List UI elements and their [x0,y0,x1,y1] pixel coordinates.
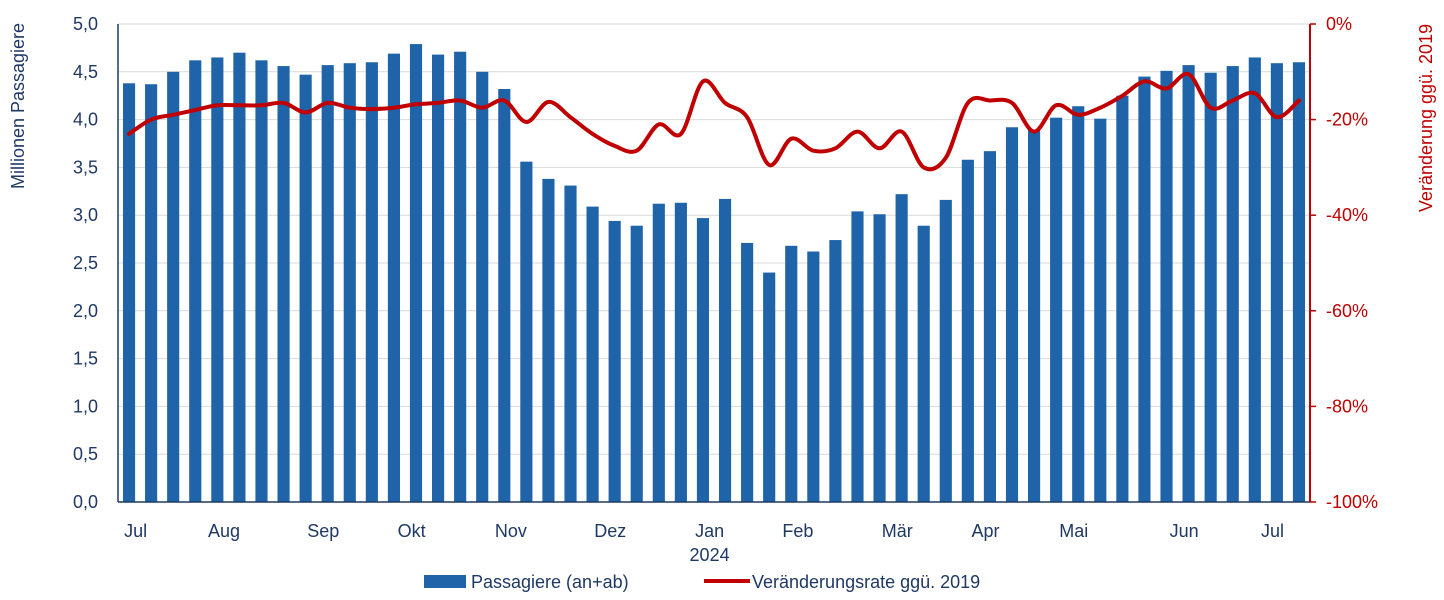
y2-tick-label: -40% [1326,205,1368,225]
bar [409,44,423,503]
bar [498,89,511,503]
bar [1292,62,1306,503]
y2-tick-label: -20% [1326,110,1368,130]
bar [211,57,224,503]
bar [1182,65,1195,502]
bar [1116,95,1129,502]
bar [652,203,665,502]
bar [763,272,776,502]
bar [630,225,643,502]
bar [564,185,577,502]
bar [741,242,754,502]
bar [122,83,136,502]
x-tick-label: Mär [882,521,913,541]
bar [520,161,533,502]
bar [167,71,180,503]
bar [961,159,974,502]
x-tick-label: Jun [1170,521,1199,541]
bar [1072,106,1085,502]
y2-tick-label: -80% [1326,396,1368,416]
x-tick-label: Mai [1059,521,1088,541]
bar [1248,57,1261,503]
x-tick-label: Jul [1261,521,1284,541]
y-tick-label: 1,5 [73,349,98,369]
bar [983,151,996,502]
y-tick-label: 4,5 [73,62,98,82]
x-tick-label: Dez [594,521,626,541]
legend: Passagiere (an+ab) Veränderungsrate ggü.… [424,572,980,592]
y-tick-label: 0,0 [73,492,98,512]
bar [895,194,908,502]
x-tick-label: Apr [972,521,1000,541]
y-tick-label: 0,5 [73,444,98,464]
bar [1270,63,1283,503]
y-tick-label: 2,0 [73,301,98,321]
x-tick-label: Feb [782,521,813,541]
bar [785,245,798,503]
y-tick-label: 4,0 [73,110,98,130]
bar [807,251,820,502]
bar [1226,66,1239,503]
bar [255,60,268,502]
x-tick-label: Aug [208,521,240,541]
bar [1050,117,1063,503]
bar [1094,118,1107,503]
bar [1138,76,1151,502]
legend-line-label: Veränderungsrate ggü. 2019 [752,572,980,592]
bar [1005,127,1019,503]
x-year-label: 2024 [690,545,730,565]
bar [873,214,886,502]
y2-tick-label: -60% [1326,301,1368,321]
x-tick-label: Okt [398,521,426,541]
bar [189,60,202,502]
axes [117,24,1311,503]
bar [696,218,710,502]
bar [343,63,356,503]
left-axis-ticks: 0,0 0,5 1,0 1,5 2,0 2,5 3,0 3,5 4,0 4,5 5,0 [73,14,98,512]
bar [674,202,687,502]
legend-bar-swatch [424,575,466,588]
y-tick-label: 3,5 [73,157,98,177]
bar [939,199,952,503]
bar [321,65,334,502]
bar [542,178,555,502]
bar [277,66,290,503]
left-axis-label: Millionen Passagiere [8,23,28,189]
bar [299,74,312,502]
bar [1160,70,1173,503]
y-tick-label: 1,0 [73,396,98,416]
bar [586,206,599,502]
change-rate-line [127,71,1301,172]
bar [145,84,158,502]
y-tick-label: 5,0 [73,14,98,34]
y2-tick-label: 0% [1326,14,1352,34]
x-tick-label: Nov [495,521,527,541]
bar [365,62,378,503]
bar [829,240,842,502]
right-axis-label: Veränderung ggü. 2019 [1416,24,1436,212]
bar [476,71,489,503]
bar [233,52,246,503]
bar [851,211,864,502]
gridlines [118,23,1310,455]
y2-tick-label: -100% [1326,492,1378,512]
legend-bar-label: Passagiere (an+ab) [471,572,629,592]
bar [718,198,732,502]
bar [608,220,621,502]
bar [917,225,930,502]
passenger-bars [122,44,1306,503]
x-axis-ticks: Jul Aug Sep Okt Nov Dez Jan Feb Mär Apr Mai Jun Jul 2… [124,521,1284,565]
x-tick-label: Sep [307,521,339,541]
x-tick-label: Jul [124,521,147,541]
right-axis-ticks: -100% -80% -60% -40% -20% 0% [1310,14,1378,512]
x-tick-label: Jan [695,521,724,541]
y-tick-label: 2,5 [73,253,98,273]
bar [1028,130,1041,502]
bar [454,51,467,502]
bar [432,54,445,502]
bar [387,53,400,503]
y-tick-label: 3,0 [73,205,98,225]
bar [1204,72,1217,503]
